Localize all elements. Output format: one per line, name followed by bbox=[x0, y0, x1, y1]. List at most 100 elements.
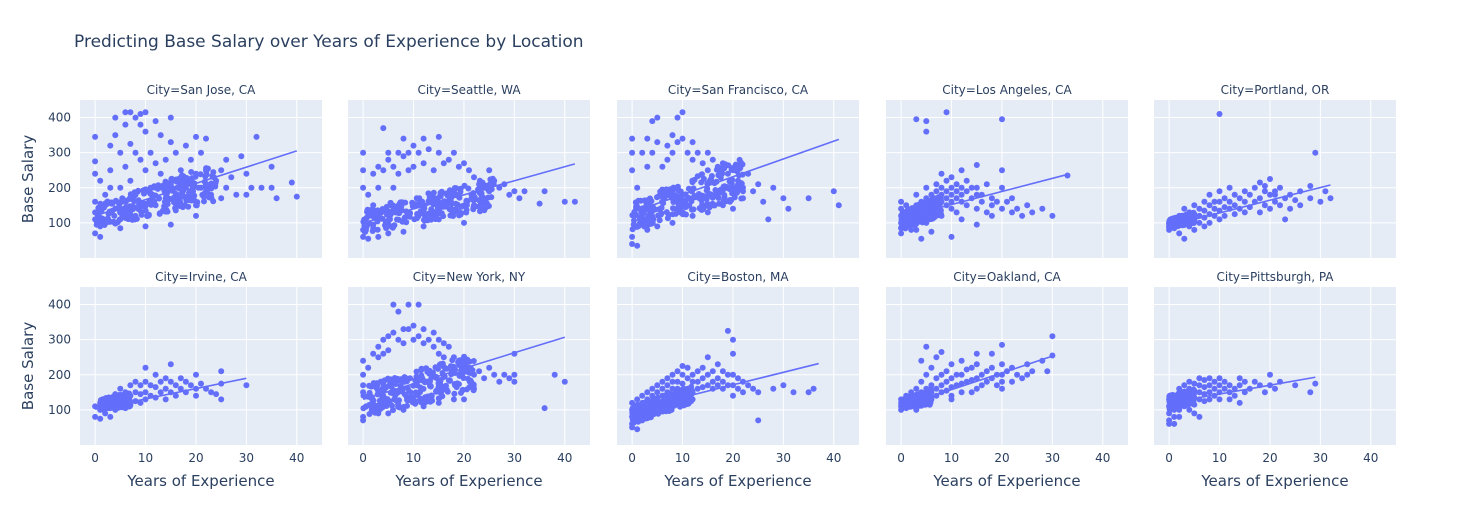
data-point bbox=[145, 212, 152, 219]
data-point bbox=[486, 188, 493, 195]
data-point bbox=[146, 200, 153, 207]
data-point bbox=[156, 210, 163, 217]
data-point bbox=[631, 217, 637, 224]
data-point bbox=[988, 202, 995, 209]
data-point bbox=[1196, 375, 1203, 382]
data-point bbox=[132, 191, 139, 198]
data-point bbox=[172, 392, 179, 399]
data-point bbox=[1181, 214, 1188, 221]
data-point bbox=[98, 397, 104, 404]
data-point bbox=[137, 399, 144, 406]
data-point bbox=[913, 392, 920, 399]
x-tick-label: 20 bbox=[456, 451, 471, 465]
plot-area bbox=[348, 100, 590, 258]
data-point bbox=[1201, 207, 1208, 214]
data-point bbox=[1221, 212, 1228, 219]
data-point bbox=[375, 410, 382, 417]
data-point bbox=[360, 149, 367, 156]
trend-line bbox=[94, 377, 247, 410]
data-point bbox=[704, 371, 711, 378]
data-point bbox=[999, 167, 1005, 174]
data-point bbox=[491, 177, 498, 184]
x-tick-label: 20 bbox=[188, 451, 203, 465]
facet-title: City=Irvine, CA bbox=[155, 270, 247, 284]
data-point bbox=[644, 163, 651, 170]
data-point bbox=[142, 128, 149, 135]
data-point bbox=[928, 191, 935, 198]
data-point bbox=[704, 354, 711, 361]
data-point bbox=[629, 241, 636, 247]
data-point bbox=[127, 140, 134, 147]
data-point bbox=[978, 198, 985, 205]
data-point bbox=[1009, 209, 1015, 216]
data-point bbox=[367, 402, 374, 409]
data-point bbox=[993, 198, 1000, 205]
data-point bbox=[430, 329, 437, 336]
data-point bbox=[641, 208, 648, 215]
facet-title: City=Pittsburgh, PA bbox=[1216, 270, 1334, 284]
data-point bbox=[122, 109, 129, 116]
data-point bbox=[714, 382, 721, 389]
data-point bbox=[717, 170, 724, 177]
data-point bbox=[407, 375, 413, 382]
data-point bbox=[385, 149, 392, 156]
y-tick-label: 100 bbox=[48, 403, 71, 417]
data-point bbox=[688, 198, 695, 205]
data-point bbox=[1186, 392, 1193, 399]
data-point bbox=[1267, 205, 1273, 212]
data-point bbox=[973, 350, 980, 357]
data-point bbox=[177, 375, 184, 382]
data-point bbox=[1191, 410, 1198, 417]
data-point bbox=[958, 216, 965, 223]
data-point bbox=[657, 211, 664, 218]
data-point bbox=[953, 371, 960, 378]
data-point bbox=[928, 382, 935, 389]
data-point bbox=[1206, 191, 1213, 198]
data-point bbox=[155, 182, 162, 189]
facet-5: City=Portland, OR bbox=[1154, 83, 1396, 258]
data-point bbox=[208, 180, 215, 187]
data-point bbox=[672, 185, 679, 192]
scatter-points bbox=[629, 327, 817, 433]
data-point bbox=[360, 167, 367, 174]
data-point bbox=[685, 185, 692, 192]
data-point bbox=[450, 396, 457, 403]
x-tick-label: 10 bbox=[675, 451, 690, 465]
data-point bbox=[684, 149, 691, 156]
data-point bbox=[1272, 385, 1278, 392]
data-point bbox=[999, 385, 1005, 392]
y-tick-label: 400 bbox=[48, 298, 71, 312]
data-point bbox=[1206, 219, 1213, 226]
data-point bbox=[634, 410, 641, 417]
data-point bbox=[496, 378, 503, 385]
data-point bbox=[268, 163, 275, 170]
data-point bbox=[679, 135, 686, 142]
data-point bbox=[365, 235, 372, 242]
data-point bbox=[908, 403, 915, 410]
data-point bbox=[669, 132, 676, 139]
data-point bbox=[790, 389, 797, 396]
data-point bbox=[92, 230, 99, 237]
data-point bbox=[654, 396, 661, 403]
data-point bbox=[137, 111, 144, 117]
plot-area bbox=[1154, 100, 1396, 258]
data-point bbox=[938, 184, 945, 191]
data-point bbox=[999, 205, 1005, 212]
data-point bbox=[440, 354, 447, 361]
data-point bbox=[1044, 368, 1051, 375]
data-point bbox=[1221, 195, 1228, 202]
data-point bbox=[948, 375, 955, 382]
data-point bbox=[721, 192, 728, 198]
data-point bbox=[107, 167, 114, 174]
data-point bbox=[740, 389, 746, 396]
data-point bbox=[541, 405, 548, 412]
data-point bbox=[167, 361, 174, 368]
trend-line bbox=[900, 173, 1068, 219]
data-point bbox=[187, 382, 194, 389]
data-point bbox=[415, 333, 422, 340]
data-point bbox=[760, 198, 767, 205]
data-point bbox=[1256, 179, 1263, 186]
data-point bbox=[1196, 389, 1203, 396]
data-point bbox=[176, 175, 183, 182]
data-point bbox=[1171, 420, 1178, 427]
